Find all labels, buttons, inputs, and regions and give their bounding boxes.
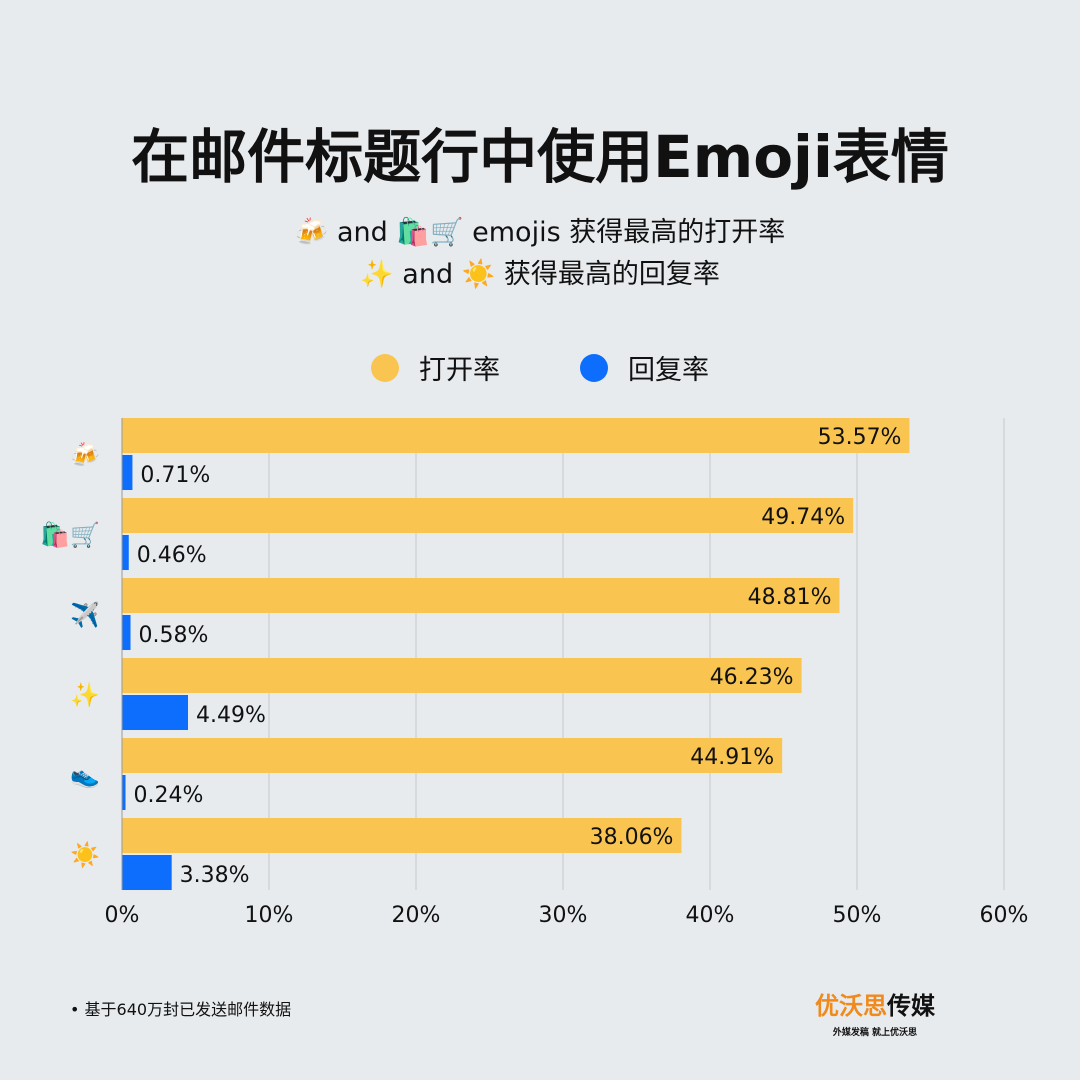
logo-tagline: 外媒发稿 就上优沃思 (832, 1028, 918, 1038)
data-label: 0.24% (134, 783, 204, 808)
open-rate-bar (122, 418, 910, 453)
legend-swatch (580, 353, 608, 382)
data-label: 49.74% (761, 505, 845, 530)
reply-rate-bar (122, 615, 131, 650)
data-label: 0.58% (139, 623, 209, 648)
category-label: 🍻 (70, 441, 100, 469)
open-rate-bar (122, 658, 802, 693)
data-label: 44.91% (690, 745, 774, 770)
legend-label: 回复率 (628, 355, 709, 386)
data-label: 48.81% (748, 585, 832, 610)
x-tick-label: 30% (539, 903, 588, 928)
subtitle-line-1: 🍻 and 🛍️🛒 emojis 获得最高的打开率 (294, 217, 786, 248)
data-label: 46.23% (710, 665, 794, 690)
data-label: 53.57% (818, 425, 902, 450)
x-tick-label: 20% (392, 903, 441, 928)
data-label: 0.46% (137, 543, 207, 568)
open-rate-bar (122, 818, 682, 853)
legend-open-rate: 打开率 (371, 348, 500, 387)
category-label: 👟 (70, 761, 100, 789)
x-tick-label: 50% (833, 903, 882, 928)
data-label: 3.38% (180, 863, 250, 888)
category-label: ✨ (70, 681, 100, 709)
category-label: ☀️ (70, 840, 100, 869)
reply-rate-bar (122, 455, 133, 490)
reply-rate-bar (122, 855, 172, 890)
x-tick-label: 60% (980, 903, 1029, 928)
category-label: 🛍️🛒 (40, 521, 100, 549)
reply-rate-bar (122, 775, 126, 810)
legend-label: 打开率 (419, 355, 500, 386)
data-label: 0.71% (140, 463, 210, 488)
x-tick-label: 40% (686, 903, 735, 928)
logo: 优沃思传媒 外媒发稿 就上优沃思 (808, 986, 942, 1038)
reply-rate-bar (122, 535, 129, 570)
open-rate-bar (122, 738, 783, 773)
legend-reply-rate: 回复率 (580, 348, 709, 387)
reply-rate-bar (122, 695, 189, 730)
open-rate-bar (122, 578, 840, 613)
page-title: 在邮件标题行中使用Emoji表情 (131, 123, 949, 191)
category-label: ✈️ (70, 600, 100, 629)
x-tick-label: 10% (245, 903, 294, 928)
open-rate-bar (122, 498, 854, 533)
subtitle-line-2: ✨ and ☀️ 获得最高的回复率 (360, 259, 720, 290)
footnote: • 基于640万封已发送邮件数据 (70, 1000, 292, 1019)
logo-orange: 优沃思 (815, 991, 887, 1020)
x-tick-label: 0% (105, 903, 140, 928)
data-label: 4.49% (196, 703, 266, 728)
legend-swatch (371, 353, 399, 382)
data-label: 38.06% (590, 825, 674, 850)
legend: 打开率 回复率 (0, 348, 1080, 387)
logo-black: 传媒 (887, 991, 935, 1020)
